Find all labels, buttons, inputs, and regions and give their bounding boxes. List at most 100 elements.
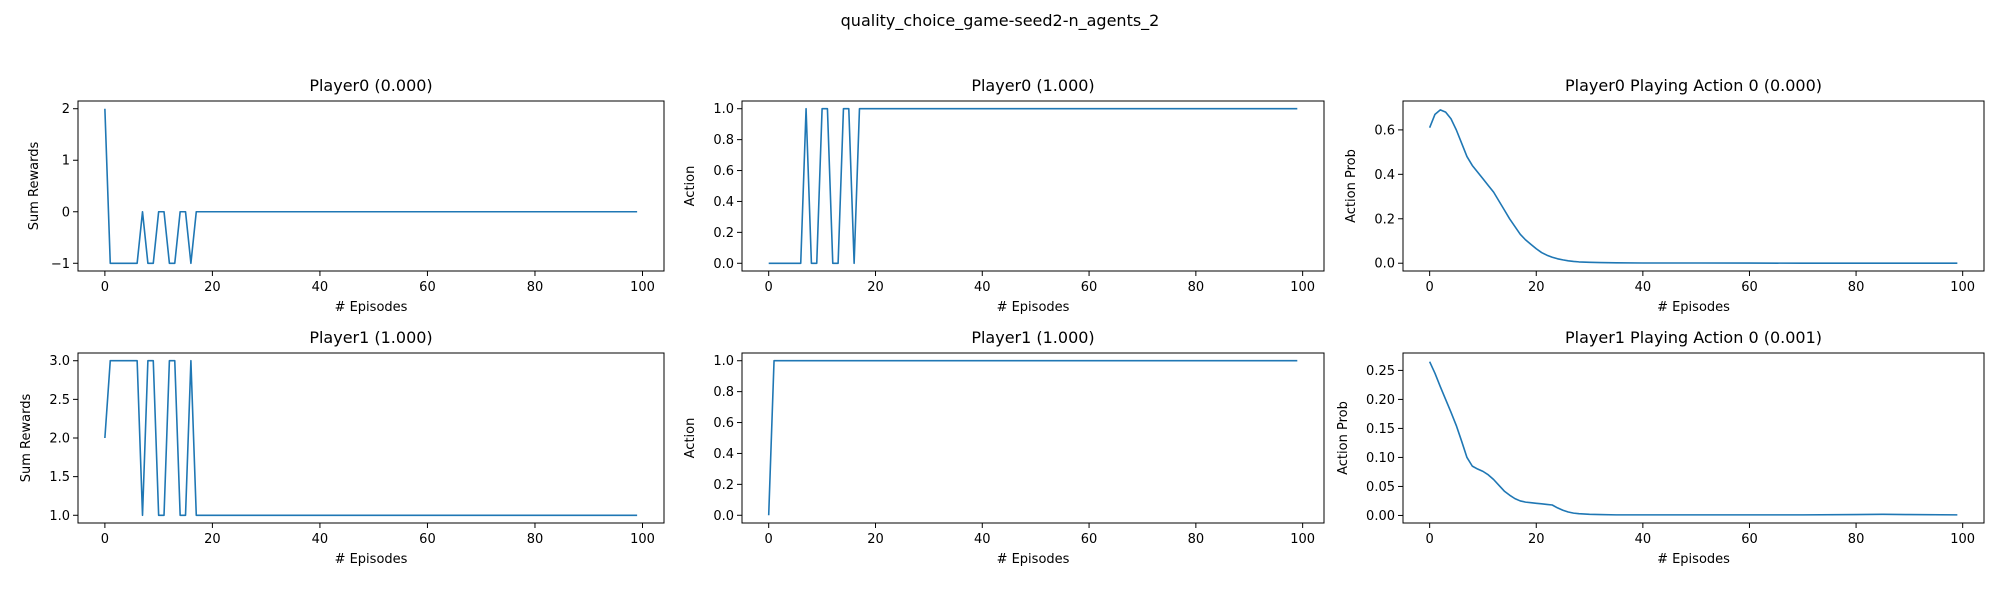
y-axis-label: Action: [683, 166, 698, 207]
series-line: [104, 108, 638, 265]
y-tick-label: 0.10: [1366, 451, 1395, 466]
x-tick-label: 100: [1950, 280, 1975, 295]
subplot-title: Player1 (1.000): [971, 328, 1094, 347]
x-tick-label: 40: [1635, 532, 1652, 547]
x-tick-label: 20: [867, 280, 884, 295]
x-tick-label: 40: [312, 532, 329, 547]
x-tick-label: 0: [765, 532, 773, 547]
x-axis-label: # Episodes: [335, 552, 408, 567]
x-axis-label: # Episodes: [1657, 300, 1730, 315]
y-tick-label: 0.6: [713, 416, 734, 431]
x-tick-label: 100: [630, 280, 655, 295]
x-tick-label: 0: [1426, 280, 1434, 295]
x-axis-label: # Episodes: [997, 300, 1070, 315]
x-tick-label: 100: [630, 532, 655, 547]
series-line: [767, 359, 1298, 516]
y-tick-label: 0.05: [1366, 480, 1395, 495]
x-tick-label: 60: [1741, 280, 1758, 295]
x-tick-label: 20: [204, 280, 221, 295]
y-tick-label: 0.8: [713, 133, 734, 148]
y-tick-label: 0.0: [1374, 257, 1395, 272]
x-axis-label: # Episodes: [997, 552, 1070, 567]
x-tick-label: 100: [1290, 532, 1315, 547]
y-tick-label: 0.6: [713, 164, 734, 179]
y-tick-label: −1: [51, 257, 70, 272]
y-axis-label: Action: [683, 418, 698, 459]
x-tick-label: 40: [974, 532, 991, 547]
y-tick-label: 0.0: [713, 257, 734, 272]
y-tick-label: 0.2: [1374, 212, 1395, 227]
x-tick-label: 60: [1741, 532, 1758, 547]
figure-title: quality_choice_game-seed2-n_agents_2: [841, 11, 1160, 31]
x-tick-label: 20: [1528, 280, 1545, 295]
y-tick-label: 0.6: [1374, 123, 1395, 138]
x-tick-label: 60: [419, 532, 436, 547]
y-tick-label: 1: [62, 154, 70, 169]
x-tick-label: 80: [1848, 280, 1865, 295]
x-tick-label: 100: [1950, 532, 1975, 547]
y-tick-label: 3.0: [49, 354, 70, 369]
x-tick-label: 0: [101, 280, 109, 295]
y-tick-label: 2.0: [49, 432, 70, 447]
x-tick-label: 60: [1081, 280, 1098, 295]
x-tick-label: 80: [527, 532, 544, 547]
y-tick-label: 0.20: [1366, 393, 1395, 408]
y-axis-label: Sum Rewards: [27, 142, 42, 231]
axes-frame: [1402, 100, 1985, 272]
y-axis-label: Action Prob: [1336, 401, 1351, 475]
subplot-title: Player0 (1.000): [971, 76, 1094, 95]
subplot-3: 0 20 40 60 80 100 1.0 1.5 2.0 2.5 3.0 Player1 (1.00…: [19, 328, 665, 567]
x-tick-label: 80: [1188, 280, 1205, 295]
x-tick-label: 0: [765, 280, 773, 295]
y-tick-label: 0.00: [1366, 509, 1395, 524]
subplot-title: Player1 (1.000): [309, 328, 432, 347]
series-line: [1428, 361, 1958, 516]
x-tick-label: 80: [527, 280, 544, 295]
series-line: [1428, 109, 1958, 265]
y-tick-label: 2.5: [49, 393, 70, 408]
x-tick-label: 80: [1848, 532, 1865, 547]
y-axis-label: Sum Rewards: [19, 394, 34, 483]
axes-frame: [741, 352, 1325, 524]
subplot-1: 0 20 40 60 80 100 0.0 0.2 0.4 0.6 0.8 1.0 Player0 (1…: [683, 76, 1325, 315]
x-tick-label: 40: [1635, 280, 1652, 295]
x-tick-label: 0: [101, 532, 109, 547]
axes-frame: [77, 100, 665, 272]
x-tick-label: 80: [1188, 532, 1205, 547]
subplot-grid: 0 20 40 60 80 100 −1 0 1 2 Player0 (0.000) # Episod…: [19, 76, 1985, 567]
x-tick-label: 0: [1426, 532, 1434, 547]
x-axis-label: # Episodes: [1657, 552, 1730, 567]
x-tick-label: 40: [312, 280, 329, 295]
subplot-title: Player0 Playing Action 0 (0.000): [1565, 76, 1822, 95]
y-tick-label: 2: [62, 102, 70, 117]
subplot-4: 0 20 40 60 80 100 0.0 0.2 0.4 0.6 0.8 1.0 Player1 (1…: [683, 328, 1325, 567]
y-tick-label: 1.5: [49, 470, 70, 485]
x-tick-label: 60: [1081, 532, 1098, 547]
subplot-2: 0 20 40 60 80 100 0.0 0.2 0.4 0.6 Player0 Playing …: [1344, 76, 1985, 315]
x-tick-label: 20: [204, 532, 221, 547]
x-tick-label: 100: [1290, 280, 1315, 295]
x-axis-label: # Episodes: [335, 300, 408, 315]
y-tick-label: 1.0: [49, 509, 70, 524]
y-tick-label: 0.8: [713, 385, 734, 400]
subplot-title: Player0 (0.000): [309, 76, 432, 95]
x-tick-label: 20: [867, 532, 884, 547]
y-tick-label: 0.25: [1366, 364, 1395, 379]
axes-frame: [741, 100, 1325, 272]
x-tick-label: 40: [974, 280, 991, 295]
subplot-0: 0 20 40 60 80 100 −1 0 1 2 Player0 (0.000) # Episod…: [27, 76, 665, 315]
series-line: [104, 359, 638, 517]
y-tick-label: 1.0: [713, 354, 734, 369]
x-tick-label: 20: [1528, 532, 1545, 547]
y-tick-label: 0.2: [713, 226, 734, 241]
axes-frame: [1402, 352, 1985, 524]
subplot-5: 0 20 40 60 80 100 0.00 0.05 0.10 0.15 0.20 0.25 Play…: [1336, 328, 1985, 567]
y-tick-label: 0.4: [1374, 168, 1395, 183]
y-tick-label: 0.4: [713, 447, 734, 462]
y-tick-label: 0.0: [713, 509, 734, 524]
x-tick-label: 60: [419, 280, 436, 295]
y-tick-label: 1.0: [713, 102, 734, 117]
y-tick-label: 0.2: [713, 478, 734, 493]
